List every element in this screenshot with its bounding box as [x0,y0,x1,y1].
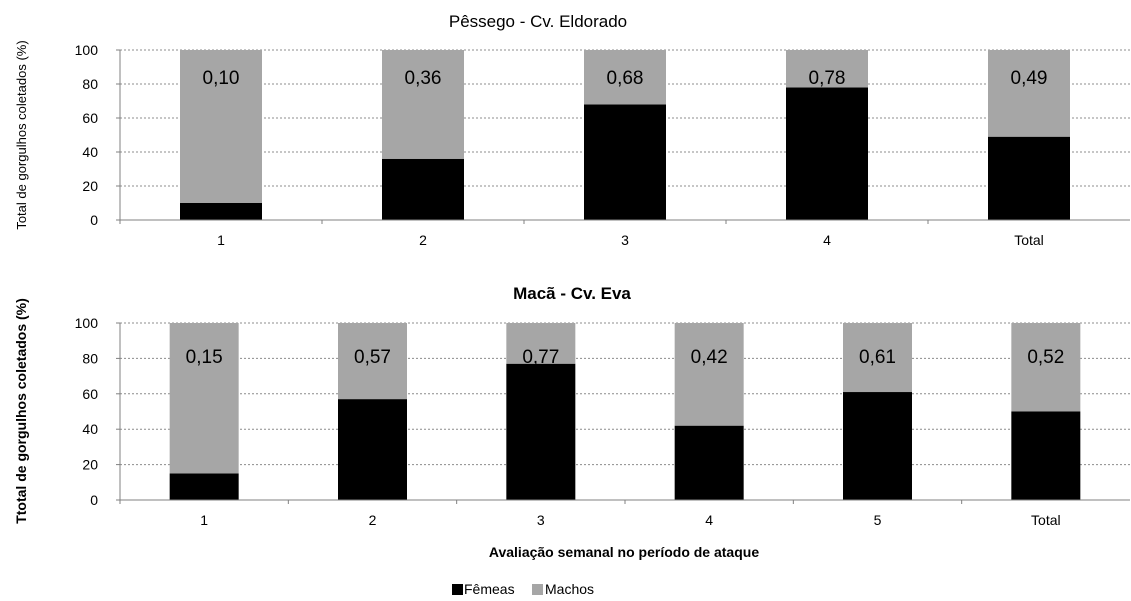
peach-x-tick-label: 4 [823,232,831,248]
chart-peach-bars [180,50,1070,221]
peach-bar-machos [988,50,1070,137]
apple-x-tick-label: Total [1031,512,1061,528]
apple-bar-femeas [674,425,744,500]
peach-bar-femeas [180,203,262,220]
apple-y-tick-label: 0 [90,492,98,508]
apple-data-label: 0,52 [1027,347,1064,368]
apple-bar-machos [169,323,239,474]
chart-apple-gridlines [120,322,1130,466]
apple-y-tick-label: 20 [82,457,98,473]
peach-data-label: 0,68 [607,68,644,89]
legend: Fêmeas Machos [452,581,594,597]
chart-apple-y-ticks: 0 20 40 60 80 100 [75,315,99,508]
chart-peach: Pêssego - Cv. Eldorado Total de gorgulho… [14,12,1130,248]
chart-peach-y-axis-label: Total de gorgulhos coletados (%) [14,40,29,229]
legend-label-femeas: Fêmeas [464,581,515,597]
chart-apple-x-ticks: 1 2 3 4 5 Total [200,512,1060,528]
peach-y-tick-label: 80 [82,76,98,92]
chart-apple-y-axis-label: Ttotal de gorgulhos coletados (%) [13,298,29,524]
chart-apple-data-labels: 0,15 0,57 0,77 0,42 0,61 0,52 [186,347,1065,368]
apple-bar-femeas [1011,411,1081,500]
peach-x-tick-label: 2 [419,232,427,248]
peach-y-tick-label: 40 [82,144,98,160]
apple-bar-femeas [506,363,576,500]
peach-y-tick-label: 20 [82,178,98,194]
apple-data-label: 0,57 [354,347,391,368]
peach-data-label: 0,49 [1011,68,1048,89]
chart-peach-axes [116,49,1130,224]
apple-bar-machos [338,323,407,400]
apple-bar-femeas [169,473,239,500]
apple-bar-femeas [843,392,912,500]
peach-y-tick-label: 0 [90,212,98,228]
apple-y-tick-label: 60 [82,386,98,402]
peach-bar-machos [180,50,262,203]
apple-data-label: 0,77 [522,347,559,368]
peach-bar-machos [584,50,666,105]
chart-apple-x-axis-label: Avaliação semanal no período de ataque [489,544,759,560]
peach-bar-femeas [382,158,464,220]
chart-apple-bars [169,323,1081,500]
peach-y-tick-label: 100 [75,42,99,58]
chart-peach-data-labels: 0,10 0,36 0,68 0,78 0,49 [203,68,1048,89]
apple-bar-femeas [338,399,407,500]
peach-data-label: 0,10 [203,68,240,89]
apple-bar-machos [674,323,744,426]
peach-x-tick-label: 3 [621,232,629,248]
apple-data-label: 0,15 [186,347,223,368]
apple-y-tick-label: 80 [82,350,98,366]
peach-bar-femeas [786,87,868,221]
peach-data-label: 0,78 [809,68,846,89]
chart-peach-y-ticks: 0 20 40 60 80 100 [75,42,99,228]
apple-bar-machos [1011,323,1081,412]
apple-bar-machos [506,323,576,364]
peach-x-tick-label: 1 [217,232,225,248]
peach-data-label: 0,36 [405,68,442,89]
apple-data-label: 0,42 [691,347,728,368]
peach-bar-femeas [988,136,1070,220]
peach-y-tick-label: 60 [82,110,98,126]
apple-data-label: 0,61 [859,347,896,368]
apple-bar-machos [843,323,912,393]
peach-x-tick-label: Total [1014,232,1044,248]
chart-apple: Macã - Cv. Eva Ttotal de gorgulhos colet… [13,284,1130,560]
peach-bar-machos [786,50,868,88]
chart-peach-x-ticks: 1 2 3 4 Total [217,232,1044,248]
legend-label-machos: Machos [545,581,594,597]
apple-y-tick-label: 40 [82,421,98,437]
chart-peach-title: Pêssego - Cv. Eldorado [449,12,627,31]
legend-swatch-femeas [452,584,463,595]
apple-x-tick-label: 1 [200,512,208,528]
chart-apple-axes [116,322,1130,504]
peach-bar-machos [382,50,464,159]
apple-x-tick-label: 3 [537,512,545,528]
chart-apple-title: Macã - Cv. Eva [513,284,631,303]
legend-swatch-machos [532,584,543,595]
apple-x-tick-label: 4 [705,512,713,528]
apple-x-tick-label: 5 [874,512,882,528]
peach-bar-femeas [584,104,666,220]
apple-x-tick-label: 2 [369,512,377,528]
apple-y-tick-label: 100 [75,315,99,331]
